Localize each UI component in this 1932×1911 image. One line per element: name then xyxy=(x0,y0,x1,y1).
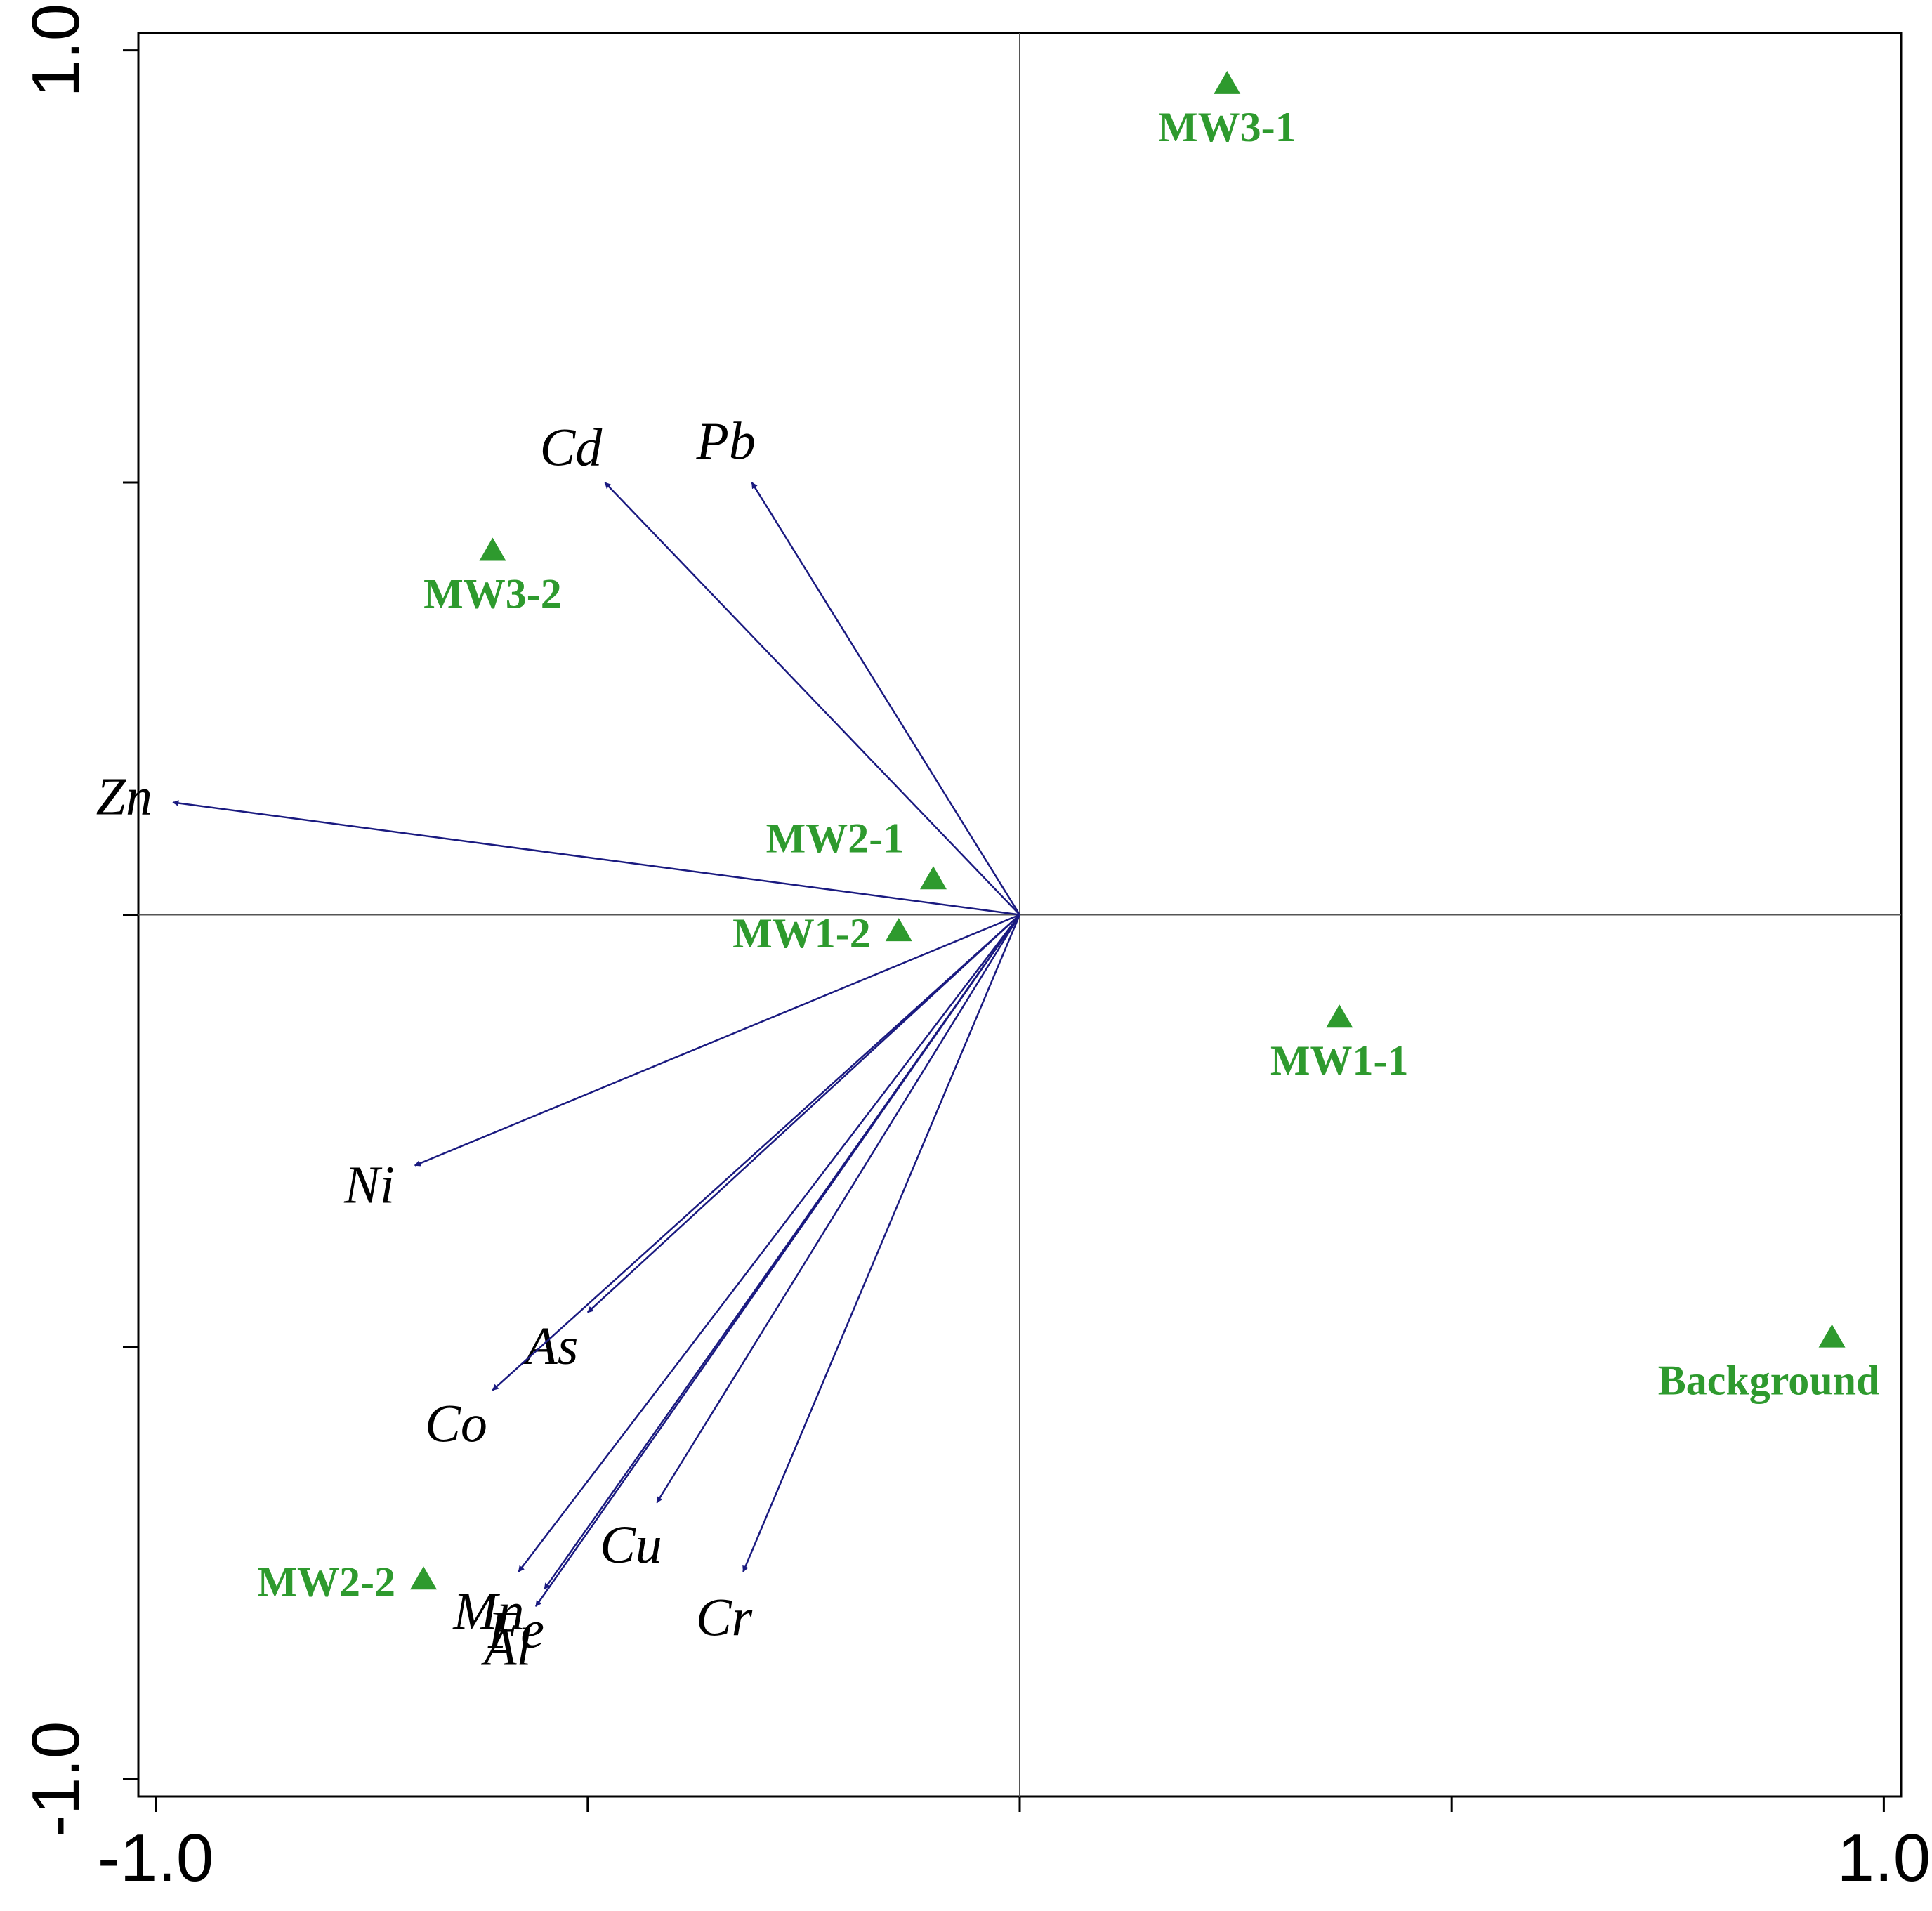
site-label-mw1-2: MW1-2 xyxy=(732,910,871,957)
vector-arrow-as xyxy=(586,914,1020,1313)
vector-label-cr: Cr xyxy=(696,1588,753,1647)
site-label-mw3-1: MW3-1 xyxy=(1158,104,1296,150)
site-marker-mw1-2 xyxy=(885,918,912,942)
site-label-mw2-2: MW2-2 xyxy=(257,1558,395,1605)
vector-arrow-pb xyxy=(751,482,1021,916)
site-points: MW3-1 MW3-2 MW2-1 MW1-2 MW1-1 Background MW2-2 xyxy=(257,70,1880,1605)
vector-label-ni: Ni xyxy=(343,1155,395,1214)
vector-label-mn: Mn xyxy=(452,1582,524,1641)
vector-label-cu: Cu xyxy=(600,1516,662,1575)
axis-ticks: -1.0 1.0 1.0 -1.0 xyxy=(18,4,1931,1896)
vector-arrow-co xyxy=(492,914,1020,1391)
vector-label-pb: Pb xyxy=(695,412,755,471)
x-tick-label: -1.0 xyxy=(98,1820,213,1896)
vector-label-as: As xyxy=(521,1317,578,1376)
site-marker-mw3-1 xyxy=(1214,70,1241,94)
site-label-background: Background xyxy=(1658,1358,1880,1404)
vector-arrow-cr xyxy=(742,914,1021,1572)
site-label-mw1-1: MW1-1 xyxy=(1270,1037,1409,1084)
vector-arrow-al xyxy=(534,914,1021,1607)
site-marker-mw2-1 xyxy=(919,866,947,890)
vector-label-fe: Fe xyxy=(487,1601,544,1660)
site-marker-background xyxy=(1818,1324,1846,1348)
vector-arrow-cd xyxy=(604,482,1020,916)
y-tick-label: -1.0 xyxy=(18,1721,93,1837)
site-label-mw3-2: MW3-2 xyxy=(423,571,562,617)
vector-label-cd: Cd xyxy=(540,419,603,478)
vector-arrow-ni xyxy=(414,914,1020,1167)
vector-label-zn: Zn xyxy=(96,767,152,826)
site-label-mw2-1: MW2-1 xyxy=(766,815,905,861)
vector-arrow-zn xyxy=(172,800,1020,916)
x-tick-label: 1.0 xyxy=(1837,1820,1931,1896)
vector-label-co: Co xyxy=(425,1394,487,1453)
site-marker-mw2-2 xyxy=(410,1566,438,1590)
vector-arrow-mn xyxy=(518,914,1020,1572)
site-marker-mw1-1 xyxy=(1326,1004,1353,1028)
y-tick-label: 1.0 xyxy=(18,4,93,97)
vector-arrow-cu xyxy=(656,914,1021,1504)
vector-label-al: Al xyxy=(480,1618,532,1677)
site-marker-mw3-2 xyxy=(479,537,506,561)
